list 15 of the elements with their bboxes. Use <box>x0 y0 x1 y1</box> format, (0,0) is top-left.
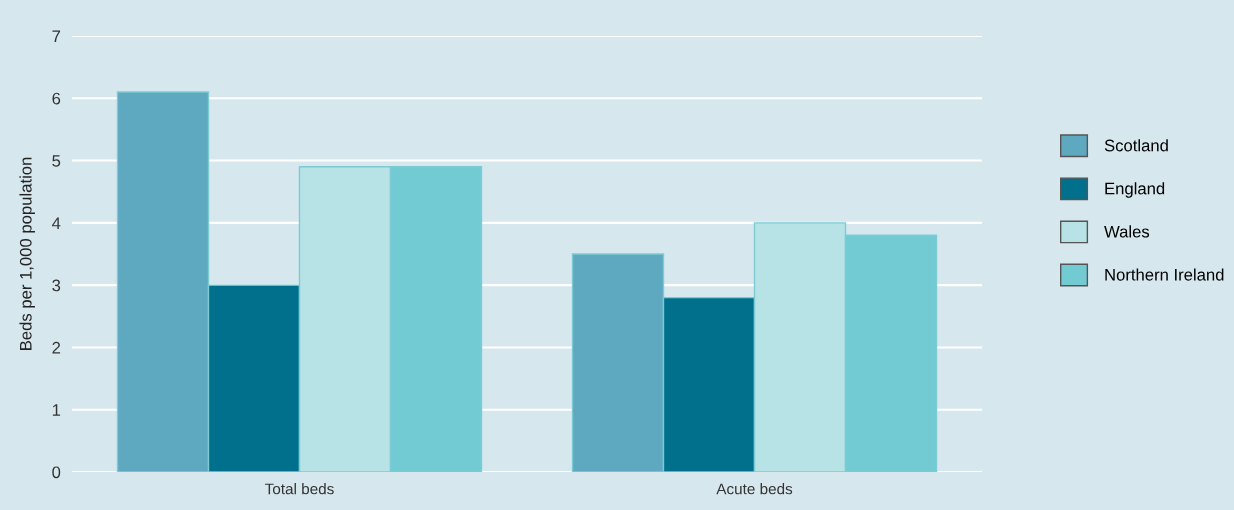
y-tick-label: 7 <box>52 30 61 43</box>
y-tick-label: 5 <box>52 155 61 167</box>
x-tick-label: Acute beds <box>716 483 793 495</box>
y-tick-label: 1 <box>52 404 61 416</box>
x-tick-label: Total beds <box>265 483 334 495</box>
y-tick-label: 6 <box>52 92 61 105</box>
y-tick-label: 0 <box>52 466 61 479</box>
legend-label: England <box>1105 182 1165 198</box>
legend-label: Wales <box>1104 225 1150 238</box>
y-axis-title: Beds per 1,000 population <box>19 157 35 350</box>
legend-label: Scotland <box>1104 139 1168 152</box>
y-tick-label: 3 <box>52 279 61 292</box>
y-tick-label: 4 <box>52 217 61 229</box>
legend-label: Northern Ireland <box>1105 268 1224 281</box>
y-tick-label: 2 <box>52 341 61 354</box>
